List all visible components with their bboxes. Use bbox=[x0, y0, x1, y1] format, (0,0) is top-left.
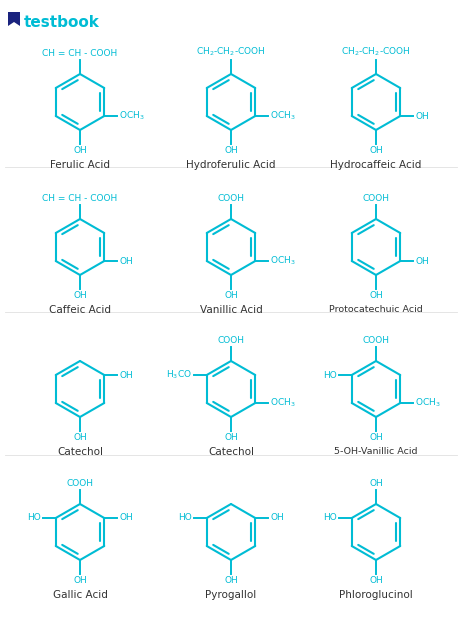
Text: OH: OH bbox=[119, 257, 133, 266]
Text: OH: OH bbox=[369, 146, 383, 155]
Text: OH: OH bbox=[73, 433, 87, 442]
Text: Catechol: Catechol bbox=[208, 447, 254, 457]
Text: OH: OH bbox=[73, 146, 87, 155]
Text: 5-OH-Vanillic Acid: 5-OH-Vanillic Acid bbox=[334, 447, 418, 456]
Text: OCH$_3$: OCH$_3$ bbox=[119, 110, 145, 122]
Text: OH: OH bbox=[224, 433, 238, 442]
Text: Pyrogallol: Pyrogallol bbox=[206, 590, 256, 600]
Text: testbook: testbook bbox=[24, 15, 100, 30]
Text: COOH: COOH bbox=[363, 194, 389, 203]
Text: HO: HO bbox=[27, 513, 41, 522]
Text: CH$_2$-CH$_2$-COOH: CH$_2$-CH$_2$-COOH bbox=[341, 45, 411, 58]
Text: OCH$_3$: OCH$_3$ bbox=[270, 110, 296, 122]
Text: OH: OH bbox=[73, 291, 87, 300]
Text: COOH: COOH bbox=[363, 336, 389, 345]
Text: Hydrocaffeic Acid: Hydrocaffeic Acid bbox=[330, 160, 422, 170]
Text: Gallic Acid: Gallic Acid bbox=[53, 590, 108, 600]
Text: OH: OH bbox=[369, 576, 383, 585]
Text: OCH$_3$: OCH$_3$ bbox=[270, 255, 296, 268]
Text: CH$_2$-CH$_2$-COOH: CH$_2$-CH$_2$-COOH bbox=[196, 45, 266, 58]
Text: OCH$_3$: OCH$_3$ bbox=[270, 397, 296, 409]
Text: OH: OH bbox=[369, 479, 383, 488]
Text: OH: OH bbox=[224, 576, 238, 585]
Text: OH: OH bbox=[369, 291, 383, 300]
Text: CH = CH - COOH: CH = CH - COOH bbox=[43, 49, 118, 58]
Text: HO: HO bbox=[323, 371, 337, 380]
Text: OH: OH bbox=[73, 576, 87, 585]
Text: OH: OH bbox=[224, 146, 238, 155]
Text: Ferulic Acid: Ferulic Acid bbox=[50, 160, 110, 170]
Text: Caffeic Acid: Caffeic Acid bbox=[49, 305, 111, 315]
Text: Protocatechuic Acid: Protocatechuic Acid bbox=[329, 305, 423, 314]
Polygon shape bbox=[8, 12, 20, 26]
Text: CH = CH - COOH: CH = CH - COOH bbox=[43, 194, 118, 203]
Text: OH: OH bbox=[369, 433, 383, 442]
Text: Catechol: Catechol bbox=[57, 447, 103, 457]
Text: OH: OH bbox=[270, 513, 284, 522]
Text: COOH: COOH bbox=[218, 336, 244, 345]
Text: Vanillic Acid: Vanillic Acid bbox=[200, 305, 262, 315]
Text: OH: OH bbox=[415, 111, 429, 120]
Text: Hydroferulic Acid: Hydroferulic Acid bbox=[186, 160, 276, 170]
Text: HO: HO bbox=[323, 513, 337, 522]
Text: H$_3$CO: H$_3$CO bbox=[166, 369, 192, 382]
Text: OCH$_3$: OCH$_3$ bbox=[415, 397, 441, 409]
Text: COOH: COOH bbox=[67, 479, 93, 488]
Text: OH: OH bbox=[119, 513, 133, 522]
Text: HO: HO bbox=[178, 513, 192, 522]
Text: OH: OH bbox=[119, 371, 133, 380]
Text: Phloroglucinol: Phloroglucinol bbox=[339, 590, 413, 600]
Text: OH: OH bbox=[415, 257, 429, 266]
Text: COOH: COOH bbox=[218, 194, 244, 203]
Text: OH: OH bbox=[224, 291, 238, 300]
